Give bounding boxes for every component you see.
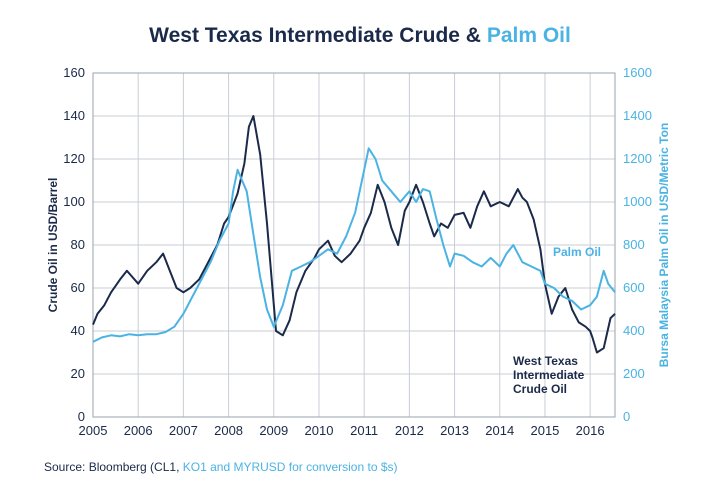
palm-oil-line bbox=[92, 147, 616, 343]
y-tick-right: 1600 bbox=[623, 65, 652, 80]
x-tick: 2015 bbox=[530, 423, 559, 438]
y-tick-left: 100 bbox=[63, 194, 85, 209]
x-tick: 2007 bbox=[169, 423, 198, 438]
x-tick: 2010 bbox=[305, 423, 334, 438]
source-highlight: KO1 and MYRUSD for conversion to $s) bbox=[182, 460, 398, 474]
source-note: Source: Bloomberg (CL1, KO1 and MYRUSD f… bbox=[44, 460, 398, 474]
wti-label-line: Intermediate bbox=[513, 368, 585, 382]
chart-title: West Texas Intermediate Crude & Palm Oil bbox=[0, 24, 720, 48]
y-tick-right: 0 bbox=[623, 409, 630, 424]
y-tick-right: 600 bbox=[623, 280, 645, 295]
y-tick-right: 1400 bbox=[623, 108, 652, 123]
x-tick: 2006 bbox=[124, 423, 153, 438]
y-tick-left: 80 bbox=[71, 237, 85, 252]
y-axis-label-right: Bursa Malaysia Palm Oil in USD/Metric To… bbox=[657, 123, 671, 368]
x-tick: 2009 bbox=[259, 423, 288, 438]
y-axis-label-left: Crude Oil in USD/Barrel bbox=[46, 178, 60, 313]
y-tick-left: 140 bbox=[63, 108, 85, 123]
y-tick-left: 160 bbox=[63, 65, 85, 80]
y-tick-left: 0 bbox=[78, 409, 85, 424]
x-tick: 2008 bbox=[214, 423, 243, 438]
y-tick-right: 1000 bbox=[623, 194, 652, 209]
y-tick-right: 400 bbox=[623, 323, 645, 338]
y-tick-left: 20 bbox=[71, 366, 85, 381]
chart-title-main: West Texas Intermediate Crude & bbox=[149, 24, 481, 47]
chart-title-highlight: Palm Oil bbox=[486, 24, 571, 47]
wti-label-line: Crude Oil bbox=[513, 382, 567, 396]
x-tick: 2014 bbox=[485, 423, 514, 438]
x-tick: 2011 bbox=[350, 423, 378, 438]
x-tick: 2012 bbox=[395, 423, 424, 438]
y-tick-left: 120 bbox=[63, 151, 85, 166]
plot-frame bbox=[92, 72, 616, 418]
y-tick-left: 40 bbox=[71, 323, 85, 338]
palm-oil-label: Palm Oil bbox=[553, 245, 601, 259]
x-tick: 2016 bbox=[576, 423, 605, 438]
source-prefix: Source: Bloomberg (CL1, bbox=[44, 460, 180, 474]
wti-crude-line bbox=[92, 115, 616, 354]
y-tick-left: 60 bbox=[71, 280, 85, 295]
x-tick: 2005 bbox=[79, 423, 108, 438]
wti-label-line: West Texas bbox=[513, 354, 578, 368]
y-tick-right: 1200 bbox=[623, 151, 652, 166]
y-tick-right: 200 bbox=[623, 366, 645, 381]
x-tick: 2013 bbox=[440, 423, 469, 438]
y-tick-right: 800 bbox=[623, 237, 645, 252]
